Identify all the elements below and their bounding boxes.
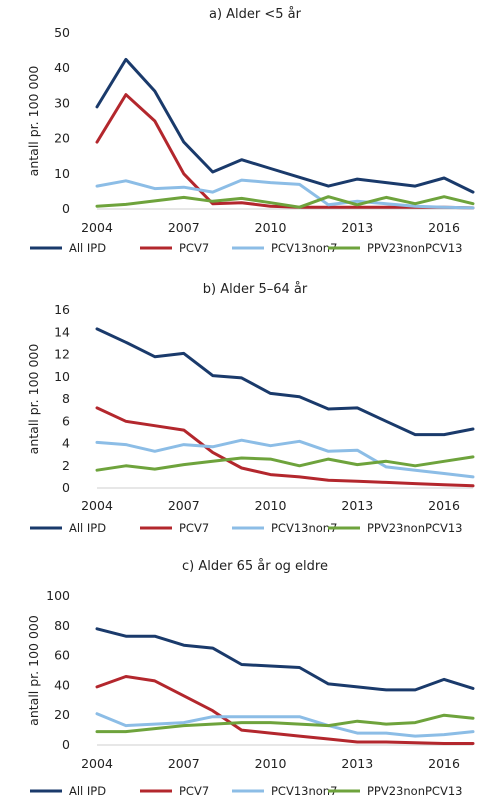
x-tick-label: 2016 (428, 756, 460, 771)
legend-label-ppv23nonpcv13: PPV23nonPCV13 (367, 241, 462, 255)
x-tick-label: 2016 (428, 220, 460, 235)
y-tick-label: 14 (54, 324, 70, 339)
legend-label-pcv13non7: PCV13non7 (271, 241, 337, 255)
y-tick-label: 40 (54, 677, 70, 692)
y-tick-label: 16 (54, 302, 70, 317)
series-line-all-ipd (95, 627, 475, 692)
x-tick-label: 2010 (255, 220, 287, 235)
x-tick-label: 2007 (168, 498, 200, 513)
x-tick-label: 2013 (341, 756, 373, 771)
y-axis-label: antall pr. 100 000 (26, 66, 41, 177)
series-line-ppv23nonpcv13 (95, 713, 475, 734)
x-tick-label: 2004 (81, 220, 113, 235)
y-tick-label: 20 (54, 131, 70, 146)
y-tick-label: 60 (54, 648, 70, 663)
y-tick-label: 50 (54, 25, 70, 40)
x-tick-label: 2013 (341, 220, 373, 235)
x-tick-label: 2007 (168, 756, 200, 771)
series-line-pcv13non7 (95, 178, 475, 210)
y-tick-label: 30 (54, 95, 70, 110)
y-tick-label: 20 (54, 707, 70, 722)
legend-label-ppv23nonpcv13: PPV23nonPCV13 (367, 784, 462, 798)
x-tick-label: 2016 (428, 498, 460, 513)
legend-label-pcv7: PCV7 (179, 784, 209, 798)
series-line-pcv13non7 (95, 438, 475, 479)
legend-label-all-ipd: All IPD (69, 784, 106, 798)
y-tick-label: 8 (62, 391, 70, 406)
chart-title: c) Alder 65 år og eldre (182, 559, 328, 574)
y-tick-label: 40 (54, 60, 70, 75)
legend-label-all-ipd: All IPD (69, 241, 106, 255)
y-axis-label: antall pr. 100 000 (26, 344, 41, 455)
x-tick-label: 2010 (255, 756, 287, 771)
legend-label-ppv23nonpcv13: PPV23nonPCV13 (367, 521, 462, 535)
legend: All IPD PCV7 PCV13non7 PPV23nonPCV13 (30, 241, 462, 255)
chart-title: a) Alder <5 år (209, 7, 302, 22)
legend: All IPD PCV7 PCV13non7 PPV23nonPCV13 (30, 784, 462, 798)
y-axis-label: antall pr. 100 000 (26, 615, 41, 726)
x-tick-label: 2010 (255, 498, 287, 513)
series-line-ppv23nonpcv13 (95, 195, 475, 209)
y-tick-label: 10 (54, 369, 70, 384)
y-tick-label: 4 (62, 436, 70, 451)
chart-title: b) Alder 5–64 år (203, 282, 308, 297)
legend-label-pcv7: PCV7 (179, 521, 209, 535)
series-line-ppv23nonpcv13 (95, 455, 475, 472)
x-tick-label: 2013 (341, 498, 373, 513)
x-tick-label: 2007 (168, 220, 200, 235)
legend: All IPD PCV7 PCV13non7 PPV23nonPCV13 (30, 521, 462, 535)
series-line-pcv7 (95, 406, 475, 488)
y-tick-label: 12 (54, 347, 70, 362)
series-line-all-ipd (95, 327, 475, 437)
series-line-pcv7 (95, 93, 475, 210)
chart-panel-3: c) Alder 65 år og eldre antall pr. 100 00… (26, 559, 475, 798)
y-tick-label: 100 (46, 588, 70, 603)
legend-label-pcv7: PCV7 (179, 241, 209, 255)
y-tick-label: 6 (62, 413, 70, 428)
y-tick-label: 2 (62, 458, 70, 473)
x-tick-label: 2004 (81, 498, 113, 513)
series-line-all-ipd (95, 57, 475, 194)
x-tick-label: 2004 (81, 756, 113, 771)
series-line-pcv13non7 (95, 712, 475, 738)
y-tick-label: 10 (54, 166, 70, 181)
series-line-pcv7 (95, 675, 475, 745)
y-tick-label: 0 (62, 737, 70, 752)
y-tick-label: 0 (62, 480, 70, 495)
legend-label-all-ipd: All IPD (69, 521, 106, 535)
legend-label-pcv13non7: PCV13non7 (271, 784, 337, 798)
y-tick-label: 80 (54, 618, 70, 633)
y-tick-label: 0 (62, 201, 70, 216)
legend-label-pcv13non7: PCV13non7 (271, 521, 337, 535)
chart-panel-1: a) Alder <5 år antall pr. 100 000 0 10 20 30 4… (26, 7, 475, 255)
chart-panel-2: b) Alder 5–64 år antall pr. 100 000 0 2 4 6 8 1… (26, 282, 475, 535)
